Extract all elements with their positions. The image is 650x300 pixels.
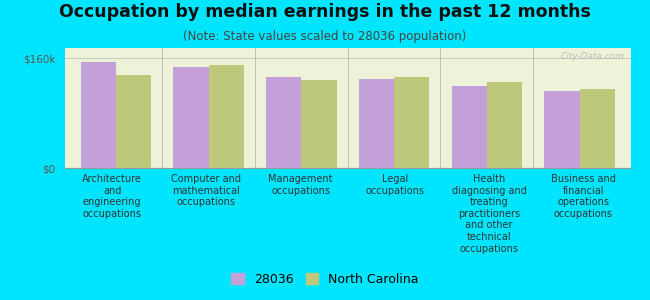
Bar: [452, 86, 487, 168]
Bar: [266, 77, 302, 168]
Text: Architecture
and
engineering
occupations: Architecture and engineering occupations: [82, 174, 142, 219]
Text: City-Data.com: City-Data.com: [561, 52, 625, 61]
Legend: 28036, North Carolina: 28036, North Carolina: [226, 268, 424, 291]
Bar: [544, 91, 580, 168]
Text: Management
occupations: Management occupations: [268, 174, 333, 196]
Bar: [116, 75, 151, 168]
Bar: [209, 65, 244, 168]
Bar: [81, 62, 116, 168]
Text: Occupation by median earnings in the past 12 months: Occupation by median earnings in the pas…: [59, 3, 591, 21]
Text: Legal
occupations: Legal occupations: [365, 174, 424, 196]
Text: Business and
financial
operations
occupations: Business and financial operations occupa…: [551, 174, 616, 219]
Bar: [487, 82, 522, 168]
Bar: [580, 89, 615, 168]
Text: Health
diagnosing and
treating
practitioners
and other
technical
occupations: Health diagnosing and treating practitio…: [452, 174, 526, 254]
Bar: [174, 67, 209, 168]
Text: (Note: State values scaled to 28036 population): (Note: State values scaled to 28036 popu…: [183, 30, 467, 43]
Text: Computer and
mathematical
occupations: Computer and mathematical occupations: [172, 174, 241, 207]
Bar: [302, 80, 337, 168]
Bar: [359, 79, 394, 168]
Bar: [394, 77, 430, 168]
